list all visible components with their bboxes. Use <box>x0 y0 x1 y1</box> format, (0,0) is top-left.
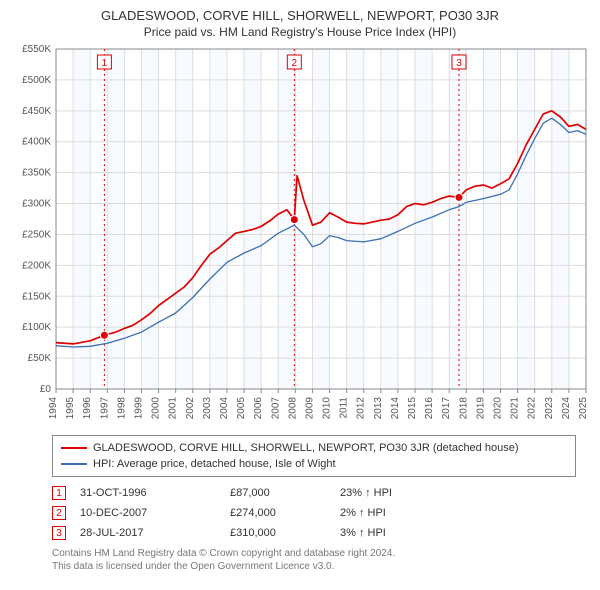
svg-text:2014: 2014 <box>390 397 401 420</box>
legend-label: GLADESWOOD, CORVE HILL, SHORWELL, NEWPOR… <box>93 442 518 454</box>
svg-text:2: 2 <box>292 58 298 69</box>
svg-text:£400K: £400K <box>22 137 51 148</box>
svg-text:£300K: £300K <box>22 199 51 210</box>
svg-text:2021: 2021 <box>510 397 521 420</box>
svg-text:2018: 2018 <box>458 397 469 420</box>
sale-hpi: 23% ↑ HPI <box>340 487 392 499</box>
svg-text:2025: 2025 <box>578 397 589 420</box>
svg-text:2006: 2006 <box>253 397 264 420</box>
sales-row: 2 10-DEC-2007£274,0002% ↑ HPI <box>52 503 576 523</box>
sale-hpi: 2% ↑ HPI <box>340 507 386 519</box>
svg-text:3: 3 <box>456 58 462 69</box>
legend-row: HPI: Average price, detached house, Isle… <box>61 456 567 472</box>
svg-text:1: 1 <box>102 58 108 69</box>
svg-text:2010: 2010 <box>322 397 333 420</box>
sale-price: £310,000 <box>230 527 340 539</box>
legend: GLADESWOOD, CORVE HILL, SHORWELL, NEWPOR… <box>52 435 576 477</box>
svg-text:2005: 2005 <box>236 397 247 420</box>
sale-date: 10-DEC-2007 <box>80 507 230 519</box>
svg-text:£500K: £500K <box>22 75 51 86</box>
footnote-line1: Contains HM Land Registry data © Crown c… <box>52 547 576 560</box>
svg-text:2013: 2013 <box>373 397 384 420</box>
sale-marker-icon: 1 <box>52 486 66 500</box>
svg-text:2015: 2015 <box>407 397 418 420</box>
svg-text:2007: 2007 <box>270 397 281 420</box>
svg-text:2017: 2017 <box>441 397 452 420</box>
svg-text:£50K: £50K <box>28 353 52 364</box>
sale-price: £87,000 <box>230 487 340 499</box>
svg-text:1998: 1998 <box>116 397 127 420</box>
legend-label: HPI: Average price, detached house, Isle… <box>93 458 336 470</box>
svg-text:2009: 2009 <box>304 397 315 420</box>
svg-text:1999: 1999 <box>133 397 144 420</box>
svg-text:2016: 2016 <box>424 397 435 420</box>
sale-date: 31-OCT-1996 <box>80 487 230 499</box>
chart-title: GLADESWOOD, CORVE HILL, SHORWELL, NEWPOR… <box>10 8 590 23</box>
footnote: Contains HM Land Registry data © Crown c… <box>52 547 576 573</box>
svg-text:£450K: £450K <box>22 106 51 117</box>
svg-text:2019: 2019 <box>475 397 486 420</box>
sale-date: 28-JUL-2017 <box>80 527 230 539</box>
svg-text:2022: 2022 <box>527 397 538 420</box>
svg-text:£100K: £100K <box>22 322 51 333</box>
sales-table: 1 31-OCT-1996£87,00023% ↑ HPI 2 10-DEC-2007… <box>52 483 576 543</box>
sale-marker-icon: 2 <box>52 506 66 520</box>
svg-text:£550K: £550K <box>22 45 51 55</box>
svg-text:2003: 2003 <box>202 397 213 420</box>
footnote-line2: This data is licensed under the Open Gov… <box>52 560 576 573</box>
legend-swatch <box>61 447 87 449</box>
svg-text:£150K: £150K <box>22 291 51 302</box>
sale-price: £274,000 <box>230 507 340 519</box>
chart: £0 £50K £100K £150K £200K £250K £300K £350K £400… <box>10 45 590 429</box>
sale-hpi: 3% ↑ HPI <box>340 527 386 539</box>
legend-swatch <box>61 463 87 465</box>
sales-row: 3 28-JUL-2017£310,0003% ↑ HPI <box>52 523 576 543</box>
svg-text:2001: 2001 <box>168 397 179 420</box>
svg-text:2012: 2012 <box>356 397 367 420</box>
svg-text:2004: 2004 <box>219 397 230 420</box>
svg-text:£0: £0 <box>40 384 52 395</box>
svg-text:2011: 2011 <box>339 397 350 419</box>
chart-subtitle: Price paid vs. HM Land Registry's House … <box>10 25 590 39</box>
svg-text:1997: 1997 <box>99 397 110 420</box>
svg-text:2008: 2008 <box>287 397 298 420</box>
svg-text:2002: 2002 <box>185 397 196 420</box>
sale-marker-icon: 3 <box>52 526 66 540</box>
svg-text:1996: 1996 <box>82 397 93 420</box>
svg-text:£350K: £350K <box>22 168 51 179</box>
svg-text:2024: 2024 <box>561 397 572 420</box>
svg-text:1994: 1994 <box>48 397 59 420</box>
svg-text:2000: 2000 <box>151 397 162 420</box>
legend-row: GLADESWOOD, CORVE HILL, SHORWELL, NEWPOR… <box>61 440 567 456</box>
sales-row: 1 31-OCT-1996£87,00023% ↑ HPI <box>52 483 576 503</box>
svg-text:£200K: £200K <box>22 260 51 271</box>
svg-text:2020: 2020 <box>493 397 504 420</box>
svg-text:2023: 2023 <box>544 397 555 420</box>
svg-text:1995: 1995 <box>65 397 76 420</box>
svg-text:£250K: £250K <box>22 229 51 240</box>
